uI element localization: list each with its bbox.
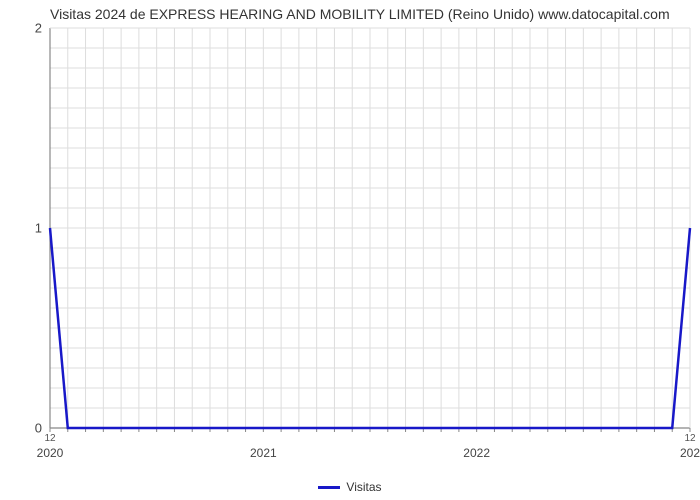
y-tick-label: 2 [2, 21, 42, 36]
x-tick-minor-label: 12 [684, 433, 695, 444]
legend-label: Visitas [346, 480, 381, 494]
legend-swatch [318, 486, 340, 489]
y-tick-label: 1 [2, 221, 42, 236]
chart-title: Visitas 2024 de EXPRESS HEARING AND MOBI… [50, 6, 670, 22]
x-tick-major-label: 202 [680, 446, 700, 460]
x-tick-major-label: 2021 [250, 446, 277, 460]
x-tick-major-label: 2020 [37, 446, 64, 460]
visits-chart: 012 1212202020212022202 [50, 28, 690, 428]
x-tick-major-label: 2022 [463, 446, 490, 460]
x-tick-minor-label: 12 [44, 433, 55, 444]
y-tick-label: 0 [2, 421, 42, 436]
chart-legend: Visitas [0, 480, 700, 494]
